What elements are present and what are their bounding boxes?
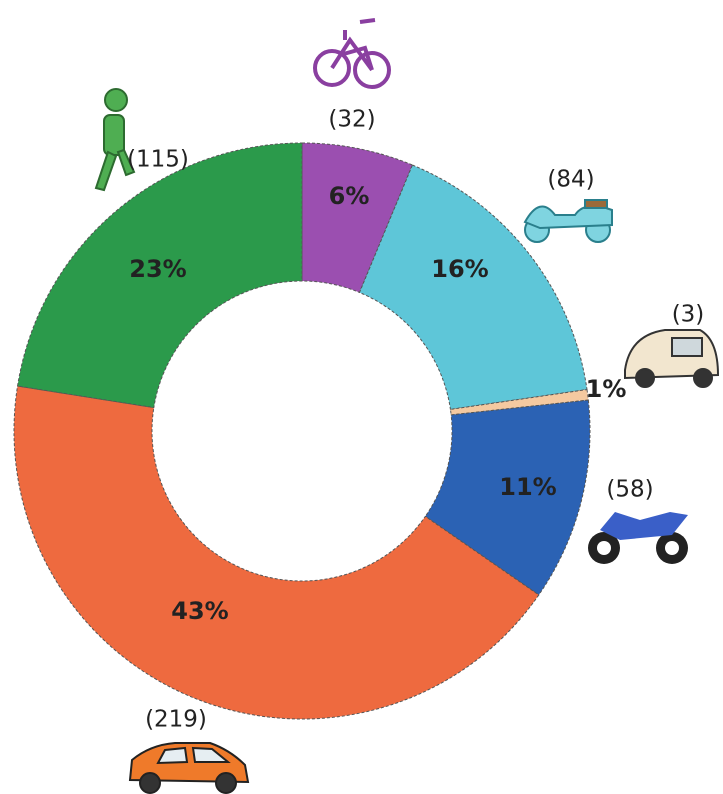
donut bbox=[13, 142, 591, 720]
donut-slice bbox=[424, 399, 591, 596]
count-label: (3) bbox=[672, 302, 705, 328]
percent-label: 6% bbox=[329, 182, 370, 210]
count-label: (115) bbox=[127, 147, 189, 173]
percent-label: 43% bbox=[171, 597, 228, 625]
percent-label: 11% bbox=[499, 473, 556, 501]
percent-label: 16% bbox=[431, 255, 488, 283]
walker-icon bbox=[94, 88, 136, 192]
bicycle-icon bbox=[313, 18, 391, 89]
microcar-icon bbox=[624, 329, 720, 388]
car-icon bbox=[128, 742, 250, 794]
count-label: (32) bbox=[328, 107, 375, 133]
donut-slice bbox=[13, 385, 540, 720]
donut-slice bbox=[358, 164, 588, 410]
count-label: (58) bbox=[606, 477, 653, 503]
percent-label: 23% bbox=[129, 255, 186, 283]
donut-slice bbox=[449, 388, 589, 416]
count-label: (219) bbox=[145, 707, 207, 733]
icons bbox=[94, 18, 720, 794]
labels: 6% (32) 16% (84) 1% (3) 11% (58) 43% (219) 23% (115… bbox=[127, 107, 704, 733]
scooter-icon bbox=[523, 199, 613, 243]
donut-slice bbox=[16, 142, 303, 409]
motorbike-icon bbox=[588, 512, 688, 564]
count-label: (84) bbox=[547, 167, 594, 193]
percent-label: 1% bbox=[586, 375, 627, 403]
donut-slice bbox=[301, 142, 414, 294]
